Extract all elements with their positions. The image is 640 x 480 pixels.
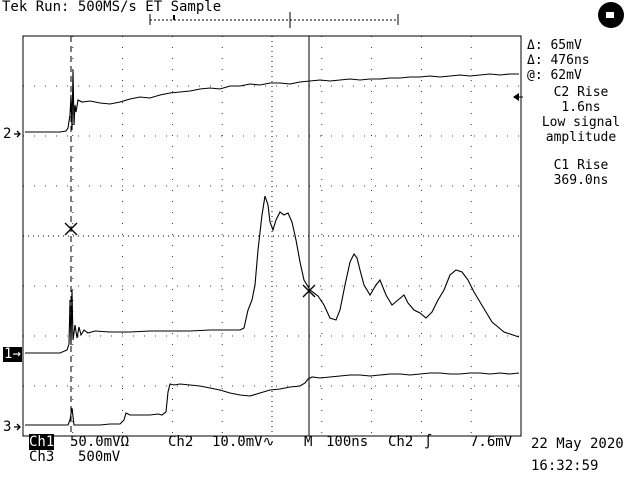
ch3-label[interactable]: Ch3: [29, 449, 55, 465]
trigger-level-arrow-icon: [513, 93, 519, 101]
graticule-grid: [23, 36, 521, 436]
cursor-at-value: @: 62mV: [527, 68, 582, 83]
cursor-delta-voltage: Δ: 65mV: [527, 38, 582, 53]
ch3-trace: [25, 372, 520, 426]
measurement-1-note-line1: Low signal: [541, 115, 621, 130]
ch3-marker-arrow-icon: [14, 423, 21, 431]
cursor-cross-a[interactable]: [64, 222, 78, 236]
record-position-bar: [149, 12, 399, 28]
measurement-1-note-line2: amplitude: [545, 130, 617, 145]
ch2-marker-arrow-icon: [14, 130, 21, 138]
measurement-1-title: C2 Rise: [553, 85, 609, 100]
time-readout: 16:32:59: [531, 458, 599, 474]
measurement-2-title: C1 Rise: [553, 158, 609, 173]
trigger-level: 7.6mV: [470, 434, 513, 450]
timebase-label[interactable]: M: [304, 434, 313, 450]
ch1-scale: 50.0mVΩ: [70, 434, 130, 450]
acquisition-status: Tek Run: 500MS/s ET Sample: [2, 0, 222, 15]
measurement-1-value: 1.6ns: [561, 100, 601, 115]
cursor-delta-time: Δ: 476ns: [527, 53, 590, 68]
ch1-ground-marker[interactable]: 1→: [3, 346, 22, 362]
trigger-slope-icon: ∫: [424, 434, 433, 450]
ch2-ground-marker[interactable]: 2: [3, 126, 12, 142]
ch3-ground-marker[interactable]: 3: [3, 419, 12, 435]
ch3-scale: 500mV: [78, 449, 121, 465]
cursor-cross-b[interactable]: [302, 284, 316, 298]
timebase-scale: 100ns: [326, 434, 369, 450]
trigger-source[interactable]: Ch2: [388, 434, 414, 450]
measurement-2-value: 369.0ns: [553, 173, 609, 188]
date-readout: 22 May 2020: [531, 436, 624, 452]
ch1-trace: [25, 195, 520, 354]
ch2-label[interactable]: Ch2: [168, 434, 194, 450]
ch1-label[interactable]: Ch1: [29, 434, 55, 450]
ch2-scale: 10.0mV∿: [212, 434, 275, 450]
ch2-trace: [25, 69, 519, 133]
